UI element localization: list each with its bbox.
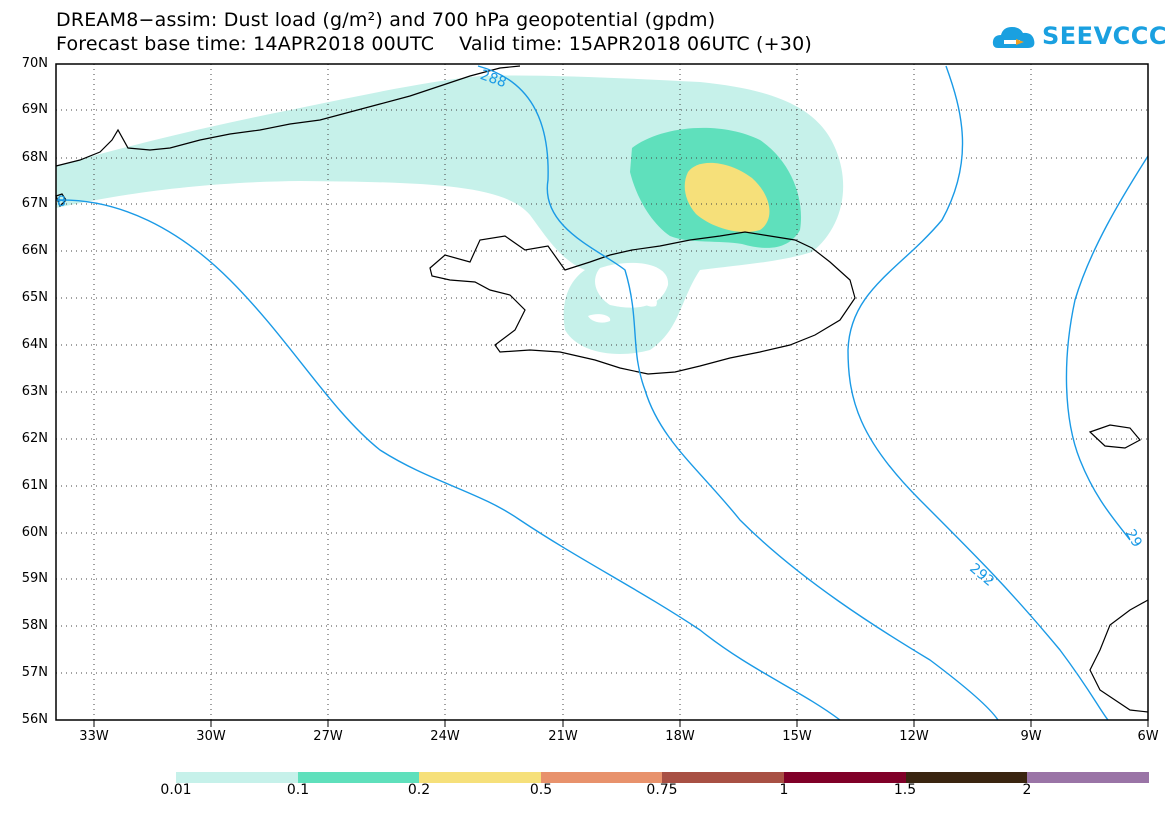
map-frame — [55, 63, 1149, 721]
lat-label: 59N — [21, 571, 48, 586]
lat-label: 58N — [21, 618, 48, 633]
colorbar-label: 0.1 — [286, 782, 310, 798]
contour-label-292: 292 — [966, 560, 997, 589]
lat-label: 66N — [21, 243, 48, 258]
colorbar-label: 1 — [779, 782, 789, 798]
logo-text: SEEVCCC — [1042, 22, 1167, 50]
lat-label: 68N — [21, 150, 48, 165]
lat-label: 70N — [21, 56, 48, 71]
colorbar-label: 2 — [1022, 782, 1032, 798]
scotland-coast — [1089, 599, 1149, 713]
colorbar-label: 0.2 — [407, 782, 431, 798]
lat-label: 67N — [21, 196, 48, 211]
lon-label: 33W — [79, 729, 109, 744]
lat-label: 64N — [21, 337, 48, 352]
greenland-coast — [55, 65, 521, 167]
lon-label: 27W — [313, 729, 343, 744]
lon-label: 24W — [430, 729, 460, 744]
cloud-icon — [992, 27, 1035, 48]
lon-label: 18W — [665, 729, 695, 744]
colorbar-label: 0.01 — [160, 782, 192, 798]
lon-label: 12W — [899, 729, 929, 744]
colorbar-segment — [419, 772, 542, 783]
colorbar-segment — [176, 772, 298, 783]
lat-label: 65N — [21, 290, 48, 305]
lon-label: 21W — [548, 729, 578, 744]
contour-288-west — [55, 199, 841, 721]
colorbar-segment — [905, 772, 1028, 783]
lat-label: 56N — [21, 712, 48, 727]
colorbar-segment — [297, 772, 420, 783]
lat-label: 60N — [21, 525, 48, 540]
contour-label-29: 29 — [1122, 527, 1145, 550]
dust-shade-02 — [684, 162, 770, 233]
lon-label: 6W — [1137, 729, 1159, 744]
lat-label: 57N — [21, 665, 48, 680]
lat-label: 61N — [21, 478, 48, 493]
colorbar-label: 1.5 — [893, 782, 917, 798]
faroe-coast — [1088, 424, 1141, 449]
map-title: DREAM8−assim: Dust load (g/m²) and 700 h… — [56, 9, 716, 31]
colorbar-label: 0.75 — [646, 782, 678, 798]
colorbar-segment — [540, 772, 663, 783]
lat-label: 63N — [21, 384, 48, 399]
contour-label-8: 8 — [57, 194, 66, 210]
colorbar-segment — [662, 772, 785, 783]
lon-label: 30W — [196, 729, 226, 744]
lon-label: 15W — [782, 729, 812, 744]
colorbar-segment — [1027, 772, 1150, 783]
colorbar-label: 0.5 — [529, 782, 553, 798]
contour-292 — [847, 65, 1109, 721]
contour-288-east — [477, 65, 999, 721]
lat-label: 69N — [21, 102, 48, 117]
colorbar-segment — [784, 772, 906, 783]
iceland-coast — [429, 231, 856, 375]
lat-label: 62N — [21, 431, 48, 446]
map-subtitle: Forecast base time: 14APR2018 00UTC Vali… — [56, 33, 812, 55]
contour-29x — [1065, 155, 1149, 541]
lon-label: 9W — [1020, 729, 1042, 744]
